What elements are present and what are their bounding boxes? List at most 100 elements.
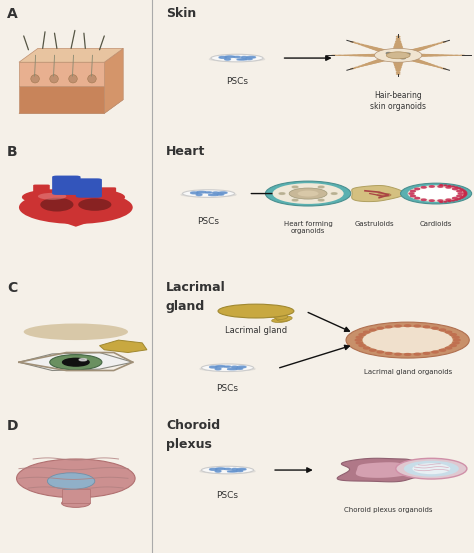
Ellipse shape [191,192,198,194]
FancyBboxPatch shape [100,187,116,202]
Polygon shape [100,340,147,353]
Circle shape [50,354,102,370]
FancyBboxPatch shape [52,176,81,195]
Ellipse shape [69,189,125,204]
Ellipse shape [350,67,356,69]
Circle shape [292,199,298,201]
Ellipse shape [394,64,402,67]
Ellipse shape [408,49,421,53]
Ellipse shape [38,193,66,200]
Ellipse shape [436,66,442,68]
Ellipse shape [213,192,219,194]
Circle shape [446,347,452,349]
Ellipse shape [393,46,403,51]
Ellipse shape [352,54,363,56]
Ellipse shape [371,60,383,63]
Circle shape [462,190,465,191]
Ellipse shape [224,468,231,469]
Circle shape [289,188,327,199]
Circle shape [423,326,429,328]
Circle shape [432,327,438,329]
Circle shape [273,183,344,204]
Circle shape [453,188,457,190]
FancyBboxPatch shape [76,178,102,198]
Ellipse shape [422,62,432,65]
Ellipse shape [418,61,428,64]
Circle shape [359,333,365,336]
Polygon shape [19,49,123,62]
Ellipse shape [432,65,438,67]
Ellipse shape [216,366,225,367]
Ellipse shape [225,58,230,60]
Ellipse shape [236,368,243,369]
Circle shape [415,187,457,200]
Ellipse shape [263,312,278,317]
Ellipse shape [432,44,438,45]
Circle shape [454,339,460,341]
Circle shape [408,185,465,202]
Ellipse shape [236,471,243,472]
Ellipse shape [413,48,425,51]
Ellipse shape [24,324,128,340]
Text: Gastruloids: Gastruloids [355,221,394,227]
Polygon shape [62,489,90,503]
Ellipse shape [377,193,391,197]
Text: plexus: plexus [166,438,212,451]
Ellipse shape [440,41,447,43]
Ellipse shape [394,42,402,45]
Circle shape [298,190,319,197]
Ellipse shape [427,44,435,47]
Circle shape [395,353,401,355]
Text: D: D [7,419,18,433]
Circle shape [401,58,405,59]
Circle shape [377,327,383,329]
Circle shape [356,342,362,344]
Polygon shape [352,185,404,202]
Ellipse shape [200,469,255,473]
Ellipse shape [393,62,403,66]
Circle shape [370,329,376,331]
Ellipse shape [395,39,401,41]
Ellipse shape [420,54,435,56]
Circle shape [457,190,462,192]
Ellipse shape [78,199,111,211]
Ellipse shape [215,368,221,370]
Text: Lacrimal gland: Lacrimal gland [225,326,287,335]
Text: Lacrimal gland organoids: Lacrimal gland organoids [364,369,452,375]
Ellipse shape [354,66,360,68]
Text: Cardioids: Cardioids [420,221,452,227]
Ellipse shape [357,54,369,56]
Ellipse shape [210,468,217,470]
Circle shape [414,325,420,327]
Circle shape [460,197,463,198]
Text: Choroid: Choroid [166,419,220,432]
Circle shape [429,200,434,201]
Ellipse shape [361,44,369,47]
Circle shape [410,195,415,197]
Ellipse shape [219,192,227,194]
Circle shape [414,353,420,355]
Ellipse shape [375,58,388,62]
Ellipse shape [393,45,403,49]
Circle shape [446,199,451,201]
Ellipse shape [219,56,227,58]
Text: PSCs: PSCs [198,217,219,226]
Ellipse shape [228,368,237,370]
Polygon shape [19,62,104,86]
Circle shape [292,186,298,188]
Circle shape [438,186,443,187]
Circle shape [457,195,462,197]
Polygon shape [19,353,133,371]
Circle shape [448,201,451,202]
Circle shape [404,461,459,477]
Ellipse shape [436,43,442,44]
Circle shape [439,329,446,331]
Ellipse shape [365,45,374,48]
Ellipse shape [440,67,447,69]
Ellipse shape [200,367,255,371]
Text: Skin: Skin [166,7,196,20]
Ellipse shape [375,49,388,53]
Ellipse shape [232,366,237,368]
Circle shape [318,186,324,188]
Ellipse shape [218,304,294,318]
